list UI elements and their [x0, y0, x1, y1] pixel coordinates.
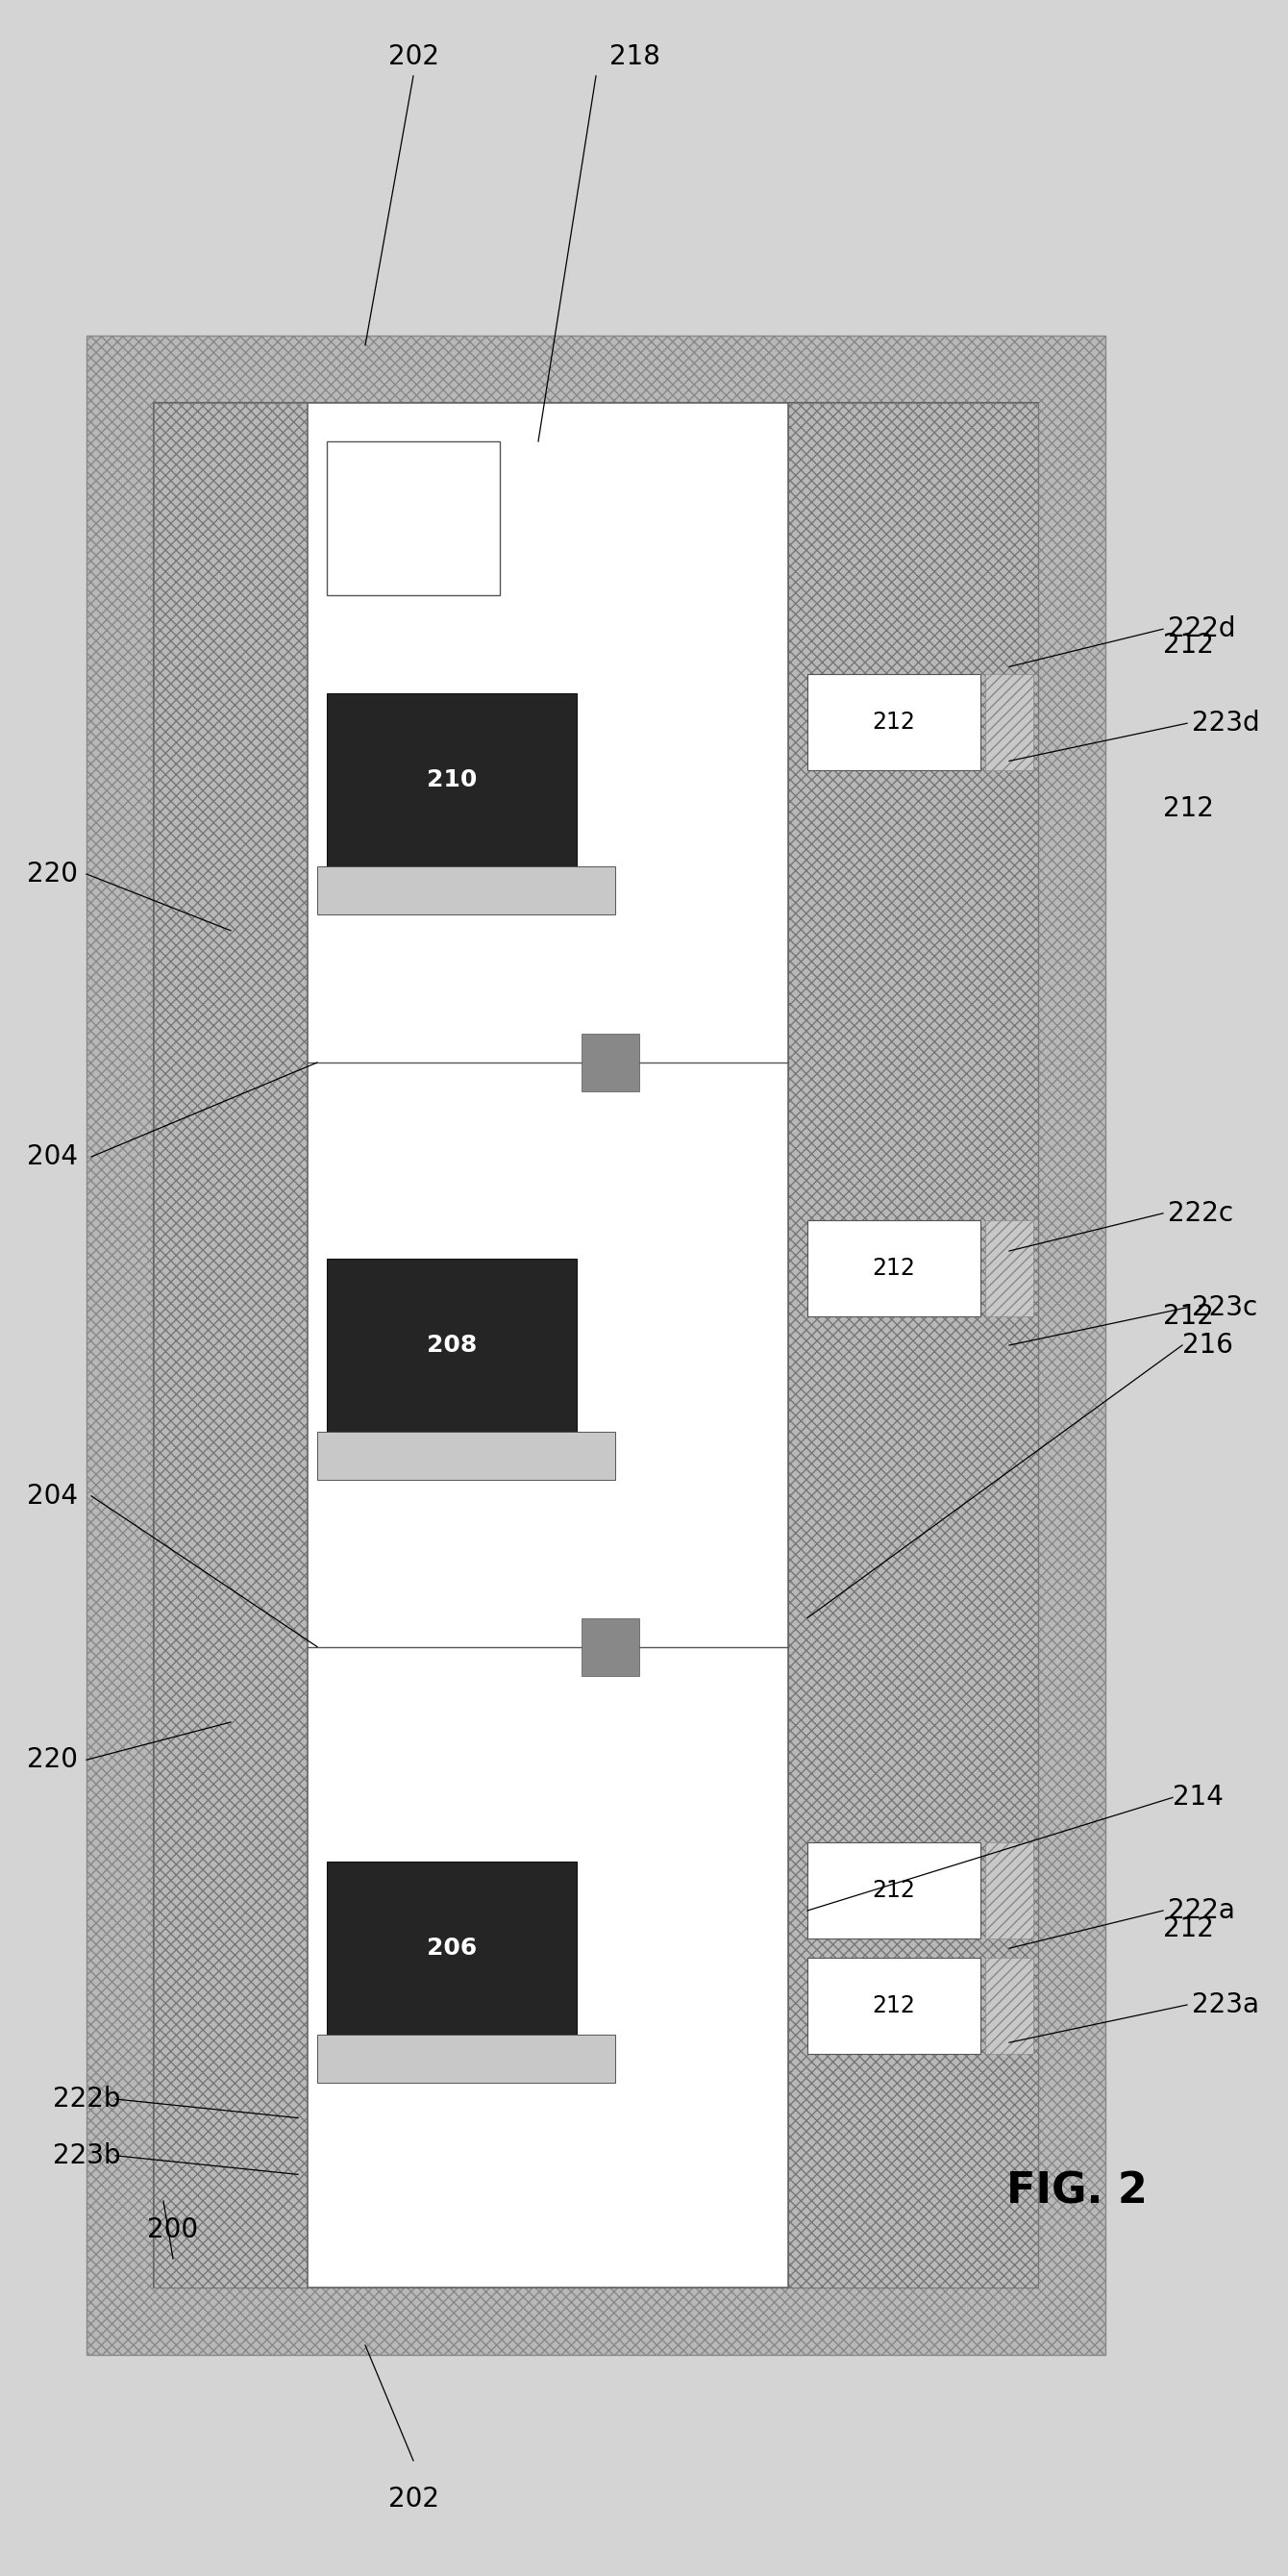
Bar: [985, 1958, 1033, 2053]
Text: 216: 216: [1182, 1332, 1233, 1358]
Text: 220: 220: [27, 860, 79, 889]
Text: 214: 214: [1172, 1785, 1224, 1811]
Text: 204: 204: [27, 1144, 79, 1170]
Text: 200: 200: [148, 2215, 198, 2244]
Bar: [317, 1432, 616, 1479]
Text: 223a: 223a: [1191, 1991, 1260, 2020]
Bar: [327, 440, 500, 595]
Text: FIG. 2: FIG. 2: [1006, 2172, 1148, 2213]
Bar: [317, 2035, 616, 2084]
Bar: [153, 402, 1038, 2287]
Bar: [788, 402, 1038, 2287]
Bar: [327, 1862, 577, 2035]
Text: 222a: 222a: [1168, 1896, 1235, 1924]
Text: 202: 202: [388, 44, 439, 70]
Bar: [808, 1842, 980, 1940]
Bar: [985, 675, 1033, 770]
Text: 206: 206: [426, 1937, 477, 1960]
Text: 223d: 223d: [1191, 711, 1260, 737]
Text: 222d: 222d: [1168, 616, 1235, 641]
Text: 212: 212: [872, 1994, 916, 2017]
Bar: [985, 1842, 1033, 1940]
Text: 208: 208: [426, 1334, 477, 1358]
Bar: [808, 1221, 980, 1316]
Text: 210: 210: [426, 768, 477, 791]
Text: 212: 212: [872, 711, 916, 734]
Bar: [317, 866, 616, 914]
Text: 204: 204: [27, 1484, 79, 1510]
Text: 212: 212: [872, 1257, 916, 1280]
Text: 222c: 222c: [1168, 1200, 1234, 1226]
Bar: [808, 675, 980, 770]
Text: 220: 220: [27, 1747, 79, 1772]
Bar: [581, 1033, 639, 1092]
Bar: [327, 1260, 577, 1432]
Text: 223b: 223b: [53, 2143, 121, 2169]
Bar: [327, 693, 577, 866]
Bar: [985, 1221, 1033, 1316]
Text: 202: 202: [388, 2486, 439, 2512]
Bar: [86, 335, 1105, 2354]
Bar: [581, 1618, 639, 1674]
Text: 218: 218: [609, 44, 659, 70]
Bar: [808, 1958, 980, 2053]
Text: 212: 212: [1163, 631, 1213, 659]
Text: 212: 212: [1163, 1303, 1213, 1329]
Text: 212: 212: [872, 1878, 916, 1901]
Text: 212: 212: [1163, 1917, 1213, 1942]
Bar: [153, 402, 308, 2287]
Text: 222b: 222b: [53, 2087, 121, 2112]
Text: 223c: 223c: [1191, 1293, 1257, 1321]
Bar: [308, 402, 788, 2287]
Text: 212: 212: [1163, 796, 1213, 822]
